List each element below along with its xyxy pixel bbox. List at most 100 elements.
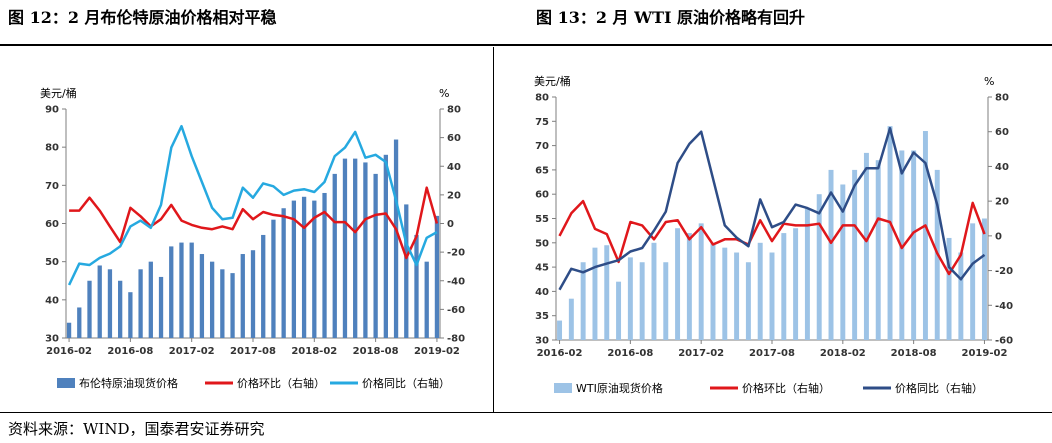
wti-ytick-label-left: 30: [535, 336, 549, 347]
brent-bar: [291, 200, 297, 338]
wti-bar: [651, 242, 657, 340]
wti-bar: [804, 208, 810, 340]
wti-ytick-label-right: 80: [995, 93, 1009, 104]
chart-title-wti: 图 13：2 月 WTI 原油价格略有回升: [536, 8, 806, 27]
wti-ytick-label-left: 35: [535, 311, 549, 322]
brent-bar: [322, 192, 327, 338]
brent-ytick-label-right: -20: [447, 248, 465, 259]
brent-ytick-label-right: 80: [447, 105, 461, 116]
wti-bar: [698, 223, 704, 340]
wti-bar: [793, 228, 799, 340]
wti-chart: 30 35 40 45 50 55 60 65 70 75 80 -60 -40 -20 0 20 40 60 80…: [534, 74, 1013, 395]
wti-line-e0171b: [558, 199, 986, 276]
brent-bar: [230, 273, 235, 338]
brent-bar: [97, 265, 102, 338]
brent-right-unit: %: [439, 87, 449, 100]
wti-ytick-label-left: 75: [535, 117, 549, 128]
brent-legend-swatch-bar: [57, 378, 75, 388]
brent-bar: [393, 139, 399, 338]
wti-ytick-label-right: 0: [995, 231, 1002, 242]
wti-bar: [580, 262, 586, 340]
wti-bar: [958, 252, 964, 340]
wti-ytick-label-left: 65: [535, 165, 549, 176]
wti-bar: [627, 257, 633, 340]
wti-xtick-label: 2017-08: [749, 348, 795, 359]
wti-bar: [946, 237, 952, 340]
panel-divider: [493, 47, 494, 412]
brent-xtick-label: 2017-08: [230, 346, 276, 357]
brent-ytick-label-left: 30: [45, 334, 59, 345]
wti-bar: [840, 184, 846, 340]
brent-bar: [363, 162, 368, 338]
brent-line-e0171b: [69, 186, 439, 260]
brent-legend-label: 价格环比（右轴）: [237, 376, 325, 390]
wti-right-unit: %: [984, 75, 994, 88]
wti-bar: [887, 126, 893, 340]
brent-bar: [158, 276, 164, 338]
brent-ytick-label-right: -60: [447, 305, 465, 316]
wti-xtick-label: 2016-08: [607, 348, 653, 359]
wti-ytick-label-right: -20: [995, 266, 1013, 277]
wti-xtick-label: 2018-02: [820, 348, 866, 359]
wti-ytick-label-left: 55: [535, 214, 549, 225]
brent-bar: [312, 200, 317, 338]
brent-bar: [199, 254, 205, 338]
brent-bar: [128, 292, 133, 338]
brent-bar: [271, 219, 276, 338]
wti-ytick-label-right: 60: [995, 127, 1009, 138]
wti-bar: [922, 131, 928, 340]
wti-bar: [816, 194, 822, 340]
brent-ytick-label-left: 50: [45, 257, 59, 268]
brent-bar: [87, 280, 92, 338]
brent-left-unit: 美元/桶: [40, 86, 77, 100]
wti-ytick-label-left: 80: [535, 93, 549, 104]
brent-bar: [261, 234, 266, 338]
wti-bar: [686, 233, 692, 340]
wti-bar: [769, 252, 775, 340]
wti-legend-label: 价格环比（右轴）: [742, 381, 830, 395]
wti-ytick-label-left: 50: [535, 238, 549, 249]
brent-ytick-label-left: 80: [45, 143, 59, 154]
brent-legend-label: 价格同比（右轴）: [362, 376, 450, 390]
brent-ytick-label-right: 40: [447, 162, 461, 173]
wti-ytick-label-left: 70: [535, 141, 549, 152]
brent-bar: [66, 322, 72, 338]
brent-bar: [209, 261, 215, 338]
brent-bar: [383, 154, 388, 338]
wti-xtick-label: 2018-08: [891, 348, 937, 359]
wti-bar: [675, 228, 681, 340]
brent-bar: [434, 215, 440, 338]
wti-bar: [828, 169, 834, 340]
brent-bar: [107, 269, 113, 338]
wti-bar: [875, 160, 881, 340]
brent-ytick-label-left: 90: [45, 105, 59, 116]
wti-ytick-label-right: -40: [995, 301, 1013, 312]
brent-bar: [220, 269, 225, 338]
wti-bar: [745, 262, 751, 340]
wti-legend-label: 价格同比（右轴）: [895, 381, 983, 395]
brent-xtick-label: 2019-02: [414, 346, 460, 357]
bottom-rule: [0, 412, 1052, 413]
wti-left-unit: 美元/桶: [534, 74, 571, 88]
brent-ytick-label-right: -40: [447, 276, 465, 287]
wti-bar: [557, 320, 563, 340]
brent-bar: [138, 269, 143, 338]
brent-bar: [77, 307, 82, 338]
brent-xtick-label: 2016-02: [46, 346, 92, 357]
brent-ytick-label-left: 60: [45, 219, 59, 230]
brent-line-26a9e0: [67, 124, 438, 286]
brent-ytick-label-right: 60: [447, 133, 461, 144]
brent-ytick-label-right: 20: [447, 190, 461, 201]
wti-bar: [781, 233, 787, 340]
wti-bar: [852, 169, 858, 340]
wti-bar: [710, 242, 716, 340]
wti-ytick-label-right: 20: [995, 197, 1009, 208]
wti-line-2e4d87: [558, 126, 986, 291]
brent-xtick-label: 2016-08: [107, 346, 153, 357]
wti-ytick-label-right: -60: [995, 336, 1013, 347]
brent-bar: [250, 250, 256, 338]
brent-bar: [179, 242, 184, 338]
top-rule: [0, 44, 1052, 46]
brent-bar: [404, 204, 409, 338]
wti-ytick-label-right: 40: [995, 162, 1009, 173]
